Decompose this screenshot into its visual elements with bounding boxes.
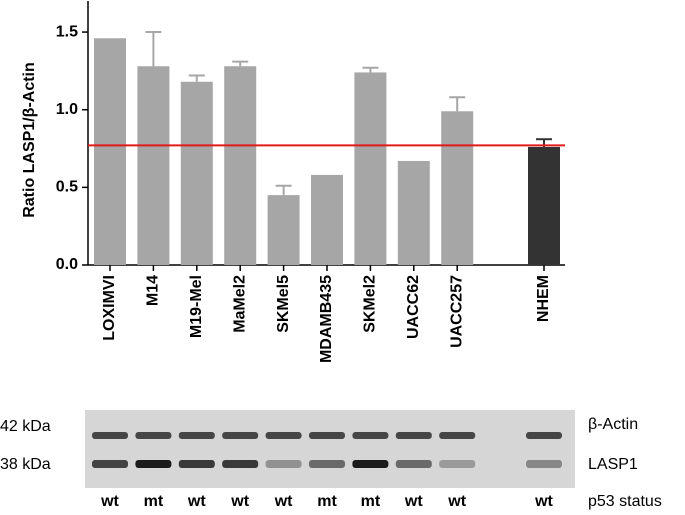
bar: [354, 72, 387, 265]
actin-band: [92, 432, 128, 439]
lasp1-band: [265, 460, 302, 468]
lasp1-band: [92, 460, 128, 468]
actin-band: [309, 432, 345, 439]
actin-band: [395, 432, 432, 439]
lasp1-band: [352, 460, 389, 468]
bar: [224, 66, 257, 265]
lasp1-band: [439, 460, 476, 468]
bar: [397, 160, 430, 265]
lasp1-band: [222, 460, 259, 468]
lasp1-band: [309, 460, 345, 468]
y-tick-label: 1.5: [56, 23, 78, 40]
x-tick-label: MDAMB435: [318, 275, 335, 363]
x-tick-label: UACC62: [405, 275, 422, 339]
x-tick-label: M19-Mel: [188, 275, 205, 338]
p53-status: wt: [404, 493, 423, 510]
p53-status: wt: [274, 493, 293, 510]
marker-label: 42 kDa: [0, 418, 51, 435]
x-tick-label: LOXIMVI: [101, 275, 118, 341]
actin-band: [526, 432, 562, 439]
y-tick-label: 0.5: [56, 179, 78, 196]
bar: [441, 111, 474, 266]
actin-band: [222, 432, 259, 439]
actin-band: [178, 432, 215, 439]
lasp1-band: [395, 460, 432, 468]
p53-status: wt: [187, 493, 206, 510]
p53-status: wt: [534, 493, 553, 510]
p53-status: wt: [100, 493, 119, 510]
bar: [311, 174, 343, 265]
bar: [267, 195, 300, 265]
blot-membrane: [85, 410, 575, 488]
actin-band: [135, 432, 172, 439]
y-tick-label: 0.0: [56, 256, 78, 273]
actin-band: [439, 432, 476, 439]
bar: [528, 146, 560, 265]
lasp1-band: [178, 460, 215, 468]
x-tick-label: NHEM: [535, 275, 552, 322]
marker-label: 38 kDa: [0, 456, 51, 473]
p53-status: wt: [447, 493, 466, 510]
status-label: p53 status: [588, 493, 662, 510]
lasp1-band: [526, 460, 562, 468]
bar: [94, 38, 126, 266]
x-tick-label: SKMel2: [362, 275, 379, 333]
bar: [180, 81, 213, 266]
x-tick-label: SKMel5: [275, 275, 292, 333]
x-tick-label: M14: [145, 275, 162, 306]
p53-status: mt: [317, 493, 337, 510]
y-axis-title: Ratio LASP1/β-Actin: [21, 62, 38, 218]
protein-label: β-Actin: [588, 416, 638, 433]
x-tick-label: MaMel2: [231, 275, 248, 333]
y-tick-label: 1.0: [56, 101, 78, 118]
p53-status: mt: [361, 493, 381, 510]
lasp1-band: [135, 460, 172, 468]
bar: [137, 66, 170, 265]
p53-status: mt: [144, 493, 164, 510]
actin-band: [265, 432, 302, 439]
x-tick-label: UACC257: [448, 275, 465, 348]
protein-label: LASP1: [588, 456, 638, 473]
p53-status: wt: [230, 493, 249, 510]
actin-band: [352, 432, 389, 439]
